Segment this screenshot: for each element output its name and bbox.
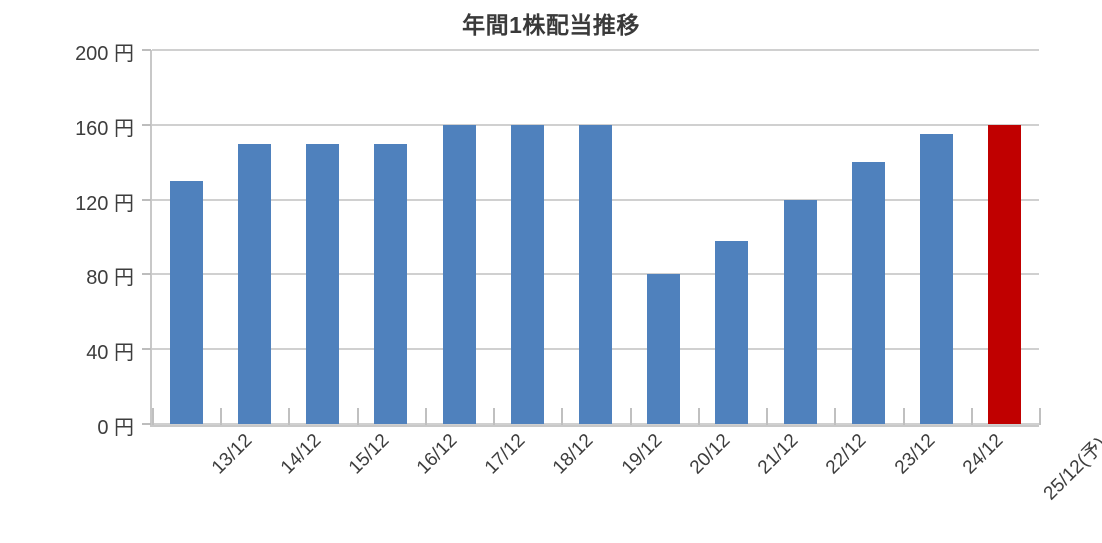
bar-25-12---[interactable] xyxy=(988,124,1022,424)
x-axis-tick-mark xyxy=(697,408,700,425)
x-axis-tick-mark xyxy=(561,408,564,425)
y-axis-tick-mark xyxy=(142,198,151,201)
gridline xyxy=(152,49,1039,51)
x-axis-tick-mark xyxy=(152,408,154,425)
x-axis-tick-mark xyxy=(902,408,905,425)
x-axis-tick-mark xyxy=(834,408,837,425)
x-axis-label: 16/12 xyxy=(412,430,462,479)
y-axis-label: 40 円 xyxy=(86,342,134,365)
y-axis-tick-mark xyxy=(142,123,151,126)
x-axis-tick-mark xyxy=(220,408,223,425)
x-axis-label: 13/12 xyxy=(208,430,257,479)
x-axis-label: 20/12 xyxy=(685,430,735,479)
x-axis-label: 17/12 xyxy=(481,430,530,479)
y-axis-label: 200 円 xyxy=(75,43,134,65)
x-axis-tick-mark xyxy=(288,408,291,425)
x-axis-label: 22/12 xyxy=(822,430,871,479)
x-axis-label: 15/12 xyxy=(344,430,394,479)
bar-21-12[interactable] xyxy=(715,240,749,424)
bar-22-12[interactable] xyxy=(783,199,817,424)
x-axis-label: 19/12 xyxy=(617,430,667,479)
x-axis-line xyxy=(152,424,1039,427)
y-axis-tick-mark xyxy=(142,423,151,425)
x-axis-tick-mark xyxy=(356,408,359,425)
x-axis-tick-mark xyxy=(1039,408,1041,425)
bar-15-12[interactable] xyxy=(306,143,340,424)
y-axis-label: 120 円 xyxy=(75,192,134,215)
bar-17-12[interactable] xyxy=(442,124,476,424)
x-axis-tick-mark xyxy=(970,408,973,425)
x-axis-tick-mark xyxy=(629,408,632,425)
x-axis-label: 24/12 xyxy=(958,430,1008,479)
x-axis-label: 14/12 xyxy=(276,430,325,479)
gridline xyxy=(152,423,1039,425)
y-axis-label: 0 円 xyxy=(97,417,134,439)
bar-24-12[interactable] xyxy=(920,134,954,424)
x-axis-label: 18/12 xyxy=(549,430,598,479)
x-axis-label: 21/12 xyxy=(754,430,803,479)
bar-13-12[interactable] xyxy=(169,180,203,424)
gridline xyxy=(152,123,1039,126)
bar-16-12[interactable] xyxy=(374,143,408,424)
plot-area xyxy=(152,49,1039,425)
x-axis-tick-mark xyxy=(493,408,496,425)
bar-19-12[interactable] xyxy=(579,124,612,424)
x-axis-label: 23/12 xyxy=(890,430,940,479)
x-axis-tick-mark xyxy=(766,408,769,425)
bar-18-12[interactable] xyxy=(510,124,544,424)
y-axis-label: 160 円 xyxy=(75,117,134,140)
y-axis-tick-mark xyxy=(142,273,151,276)
y-axis-tick-mark xyxy=(142,348,151,351)
y-axis-label: 80 円 xyxy=(86,267,134,290)
y-axis-line xyxy=(150,50,152,427)
chart-title: 年間1株配当推移 xyxy=(462,12,640,38)
bar-20-12[interactable] xyxy=(647,274,681,424)
x-axis-label: 25/12(予) xyxy=(1039,433,1102,505)
x-axis-tick-mark xyxy=(424,408,427,425)
y-axis-tick-mark xyxy=(142,49,151,51)
bar-23-12[interactable] xyxy=(851,162,885,424)
bar-14-12[interactable] xyxy=(237,143,271,424)
